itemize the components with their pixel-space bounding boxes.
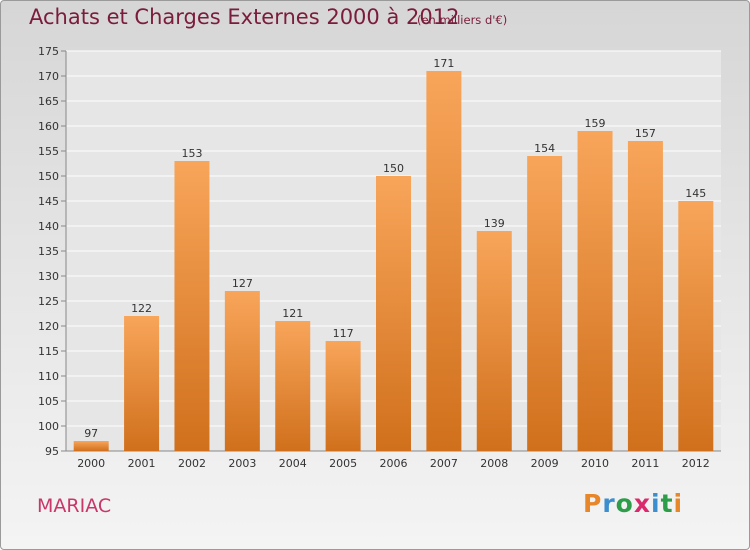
x-tick-label: 2011 <box>631 457 659 470</box>
x-tick-label: 2001 <box>128 457 156 470</box>
bar-value-label: 157 <box>635 127 656 140</box>
y-tick-label: 165 <box>38 95 59 108</box>
bar-2006 <box>376 176 411 451</box>
x-tick-label: 2004 <box>279 457 307 470</box>
y-tick-label: 145 <box>38 195 59 208</box>
chart-subtitle: (en milliers d'€) <box>417 13 508 27</box>
x-tick-label: 2010 <box>581 457 609 470</box>
y-tick-label: 130 <box>38 270 59 283</box>
bar-value-label: 171 <box>433 57 454 70</box>
y-tick-label: 105 <box>38 395 59 408</box>
bar-value-label: 127 <box>232 277 253 290</box>
bar-value-label: 117 <box>333 327 354 340</box>
proxiti-logo: Proxiti <box>583 489 683 518</box>
bar-value-label: 97 <box>84 427 98 440</box>
x-tick-label: 2005 <box>329 457 357 470</box>
bar-2004 <box>275 321 311 451</box>
bar-value-label: 145 <box>685 187 706 200</box>
y-tick-label: 95 <box>45 445 59 458</box>
y-tick-label: 175 <box>38 45 59 58</box>
bar-value-label: 122 <box>131 302 152 315</box>
place-name: MARIAC <box>37 495 112 517</box>
bar-2002 <box>174 161 210 451</box>
bar-value-label: 154 <box>534 142 555 155</box>
bar-value-label: 159 <box>585 117 606 130</box>
x-tick-label: 2003 <box>228 457 256 470</box>
x-tick-label: 2006 <box>380 457 408 470</box>
bar-value-label: 121 <box>282 307 303 320</box>
bar-2012 <box>678 201 714 451</box>
x-tick-label: 2008 <box>480 457 508 470</box>
bars <box>73 71 714 451</box>
y-tick-label: 135 <box>38 245 59 258</box>
bar-2008 <box>476 231 512 451</box>
chart-title: Achats et Charges Externes 2000 à 2012 <box>29 5 460 29</box>
y-tick-label: 100 <box>38 420 59 433</box>
logo-letter: t <box>660 489 674 518</box>
bar-2009 <box>527 156 563 451</box>
x-tick-label: 2007 <box>430 457 458 470</box>
y-tick-label: 115 <box>38 345 59 358</box>
x-tick-label: 2009 <box>531 457 559 470</box>
logo-letter: i <box>651 489 661 518</box>
x-tick-label: 2000 <box>77 457 105 470</box>
bar-2011 <box>627 141 663 451</box>
bar-2005 <box>325 341 361 451</box>
x-tick-label: 2002 <box>178 457 206 470</box>
logo-letter: P <box>583 489 603 518</box>
bar-value-label: 150 <box>383 162 404 175</box>
y-tick-label: 140 <box>38 220 59 233</box>
bar-2010 <box>577 131 613 451</box>
y-tick-label: 110 <box>38 370 59 383</box>
bar-value-label: 139 <box>484 217 505 230</box>
y-tick-label: 170 <box>38 70 59 83</box>
y-tick-label: 120 <box>38 320 59 333</box>
bar-2003 <box>224 291 260 451</box>
logo-letter: o <box>615 489 634 518</box>
labels: 95 100 105 110 115 120 125 130 135 140 145 150 155 16… <box>38 45 710 470</box>
x-tick-label: 2012 <box>682 457 710 470</box>
logo-letter: x <box>633 489 651 518</box>
y-tick-label: 160 <box>38 120 59 133</box>
logo-letter: i <box>673 489 684 518</box>
y-tick-label: 125 <box>38 295 59 308</box>
y-tick-label: 150 <box>38 170 59 183</box>
bar-2007 <box>426 71 462 451</box>
y-tick-label: 155 <box>38 145 59 158</box>
bar-2000 <box>73 441 109 451</box>
bar-2001 <box>124 316 160 451</box>
bar-value-label: 153 <box>181 147 202 160</box>
logo-letter: r <box>602 489 616 518</box>
